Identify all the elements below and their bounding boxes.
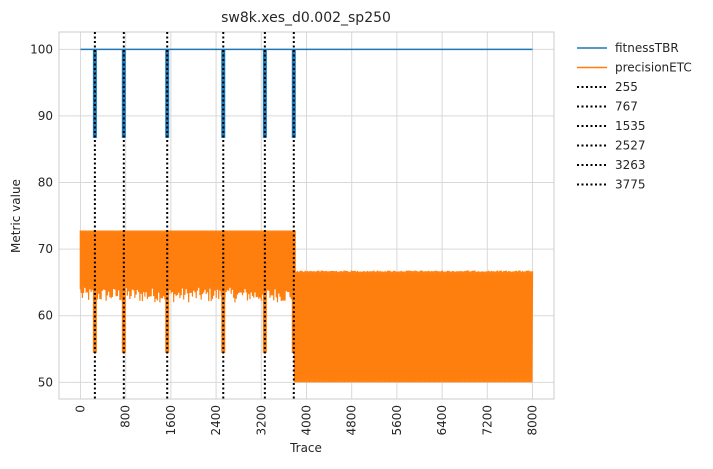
legend-label: 3263 xyxy=(615,158,646,172)
legend-label: 2527 xyxy=(615,139,646,153)
y-tick-label: 80 xyxy=(38,176,53,190)
chart-title: sw8k.xes_d0.002_sp250 xyxy=(221,10,391,26)
x-tick-label: 4000 xyxy=(300,405,314,436)
x-tick-label: 0 xyxy=(73,405,87,413)
legend-label: 3775 xyxy=(615,178,646,192)
x-tick-label: 7200 xyxy=(480,405,494,436)
plot-frame xyxy=(58,31,555,400)
y-tick-label: 100 xyxy=(30,42,53,56)
legend-label: 1535 xyxy=(615,119,646,133)
series-line-precisionETC xyxy=(79,230,534,383)
y-tick-label: 50 xyxy=(38,375,53,389)
x-tick-label: 2400 xyxy=(209,405,223,436)
x-axis-label: Trace xyxy=(289,441,322,455)
x-tick-label: 5600 xyxy=(390,405,404,436)
x-tick-label: 800 xyxy=(119,405,133,428)
y-tick-label: 60 xyxy=(38,309,53,323)
legend-label: 255 xyxy=(615,80,638,94)
legend-label: fitnessTBR xyxy=(615,41,679,55)
y-axis-label: Metric value xyxy=(9,179,23,253)
x-tick-label: 1600 xyxy=(164,405,178,436)
y-tick-label: 70 xyxy=(38,242,53,256)
legend-label: 767 xyxy=(615,100,638,114)
x-tick-label: 6400 xyxy=(435,405,449,436)
legend-label: precisionETC xyxy=(615,61,692,75)
y-tick-label: 90 xyxy=(38,109,53,123)
x-tick-label: 3200 xyxy=(254,405,268,436)
x-tick-label: 8000 xyxy=(526,405,540,436)
x-tick-label: 4800 xyxy=(345,405,359,436)
